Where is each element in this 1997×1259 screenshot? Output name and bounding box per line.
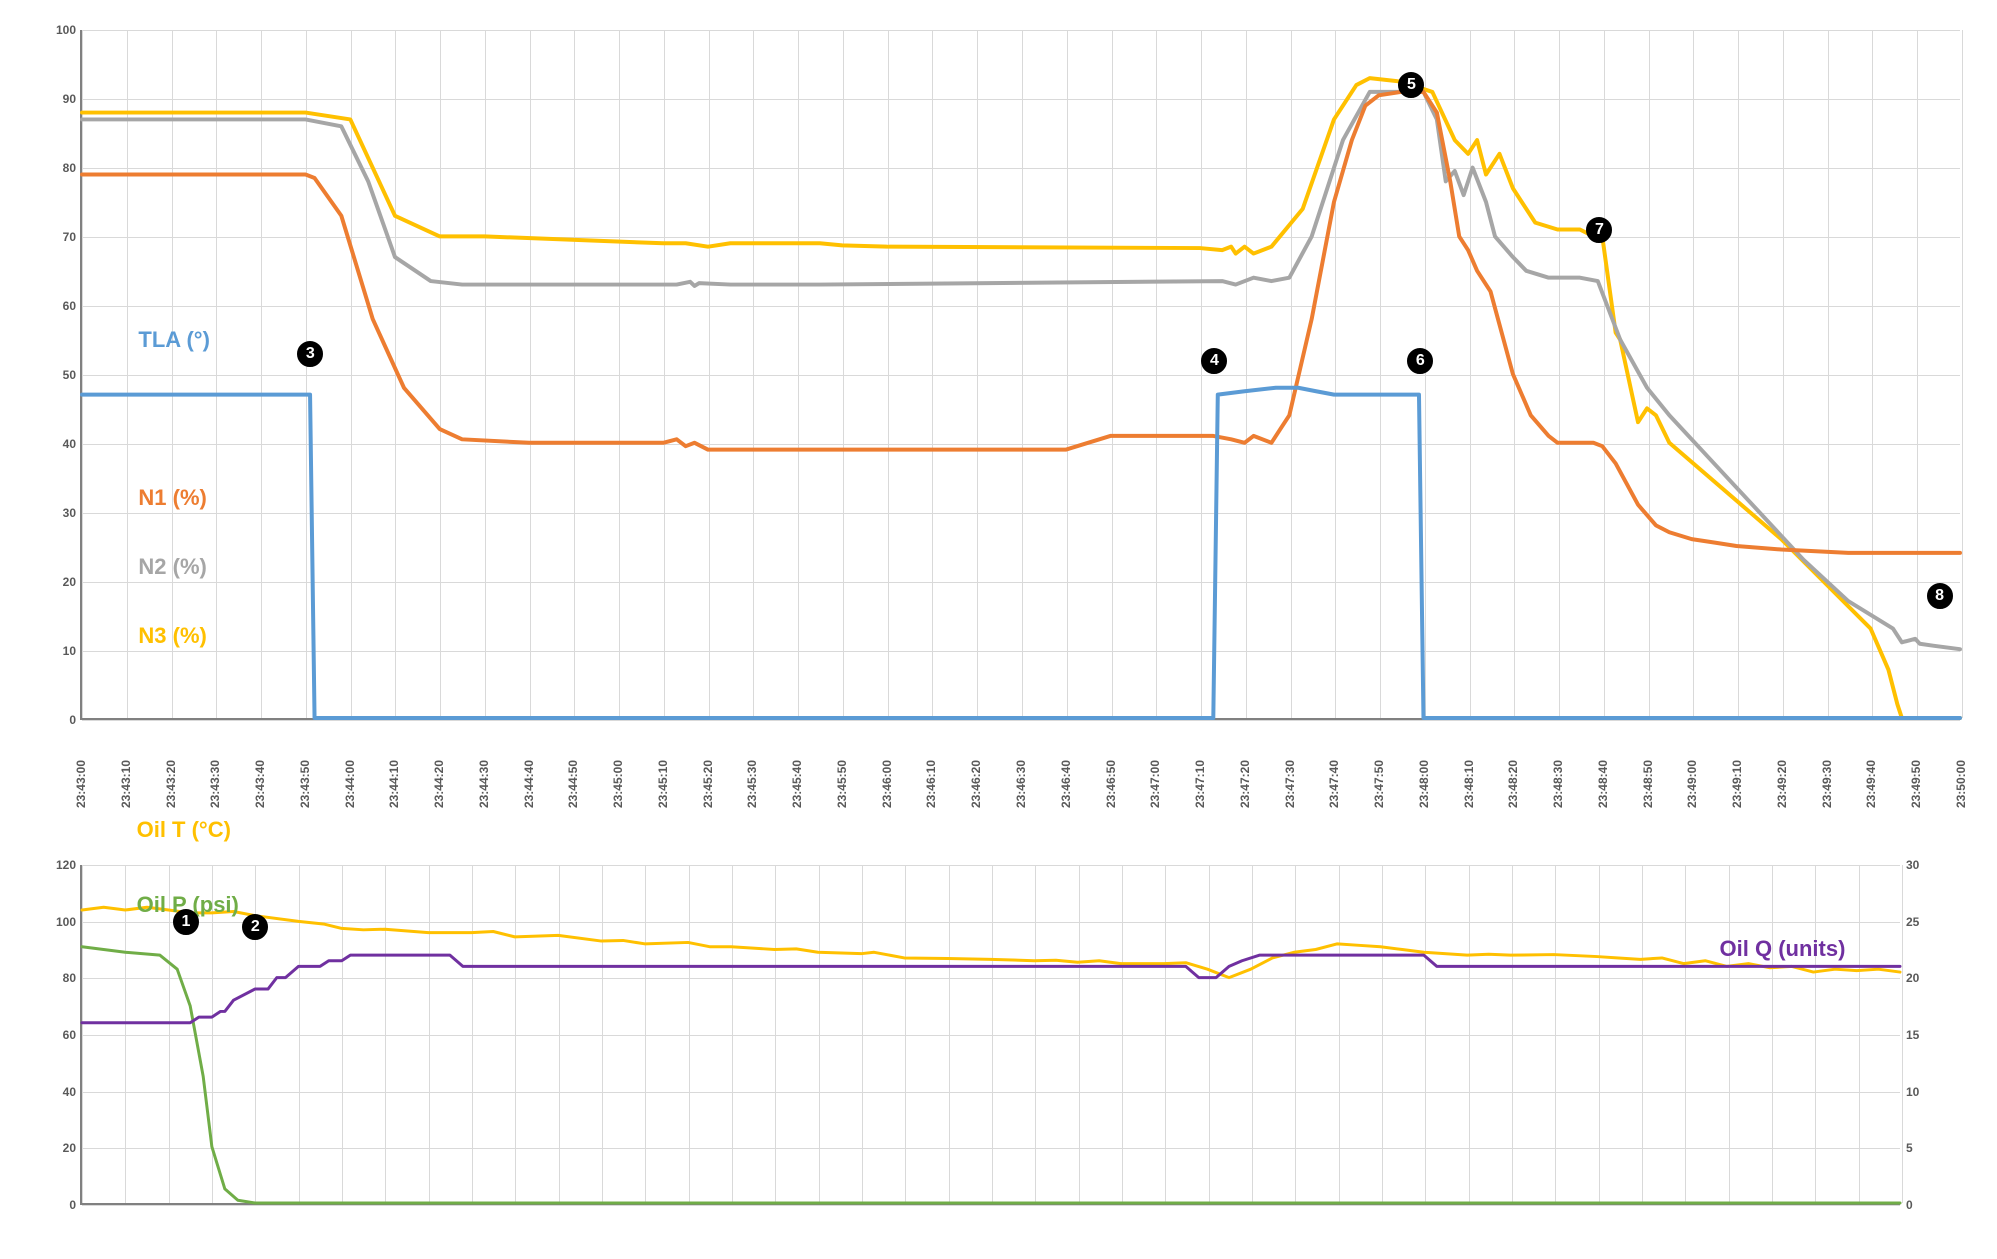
x-tick-label: 23:48:50 [1639,760,1655,808]
y-tick-label: 10 [63,644,82,658]
x-tick-label: 23:47:30 [1281,760,1297,808]
lower-chart: 020406080100120051015202530Oil T (°C)Oil… [20,855,1977,1225]
y-tick-label: 20 [63,575,82,589]
x-tick-label: 23:47:50 [1370,760,1386,808]
x-tick-label: 23:46:30 [1012,760,1028,808]
series-label-N1: N1 (%) [138,485,206,511]
y-tick-label: 100 [56,23,82,37]
x-tick-label: 23:43:20 [162,760,178,808]
x-tick-label: 23:49:40 [1862,760,1878,808]
x-tick-label: 23:46:10 [922,760,938,808]
event-marker-8: 8 [1927,583,1953,609]
x-tick-label: 23:45:30 [743,760,759,808]
x-tick-label: 23:45:40 [788,760,804,808]
upper-chart: 0 10 20 30 40 50 60 70 80 90 100 N3 (%) N2 (%) N1 (%)… [20,20,1977,760]
series-label-OilT: Oil T (°C) [137,817,231,843]
x-tick-label: 23:44:20 [430,760,446,808]
y-tick-label: 40 [63,437,82,451]
x-tick-label: 23:44:00 [341,760,357,808]
x-tick-label: 23:49:00 [1683,760,1699,808]
y-tick-label: 70 [63,230,82,244]
x-tick-label: 23:48:20 [1504,760,1520,808]
x-tick-label: 23:48:00 [1415,760,1431,808]
event-marker-7: 7 [1586,217,1612,243]
y-tick-label: 30 [63,506,82,520]
y-tick-label: 50 [63,368,82,382]
x-tick-label: 23:49:10 [1728,760,1744,808]
x-tick-label: 23:47:40 [1325,760,1341,808]
x-tick-label: 23:43:50 [296,760,312,808]
series-label-N3: N3 (%) [138,623,206,649]
x-tick-label: 23:44:40 [520,760,536,808]
series-OilP [82,947,1900,1203]
x-tick-label: 23:49:30 [1818,760,1834,808]
x-tick-label: 23:47:00 [1146,760,1162,808]
x-tick-label: 23:48:10 [1460,760,1476,808]
x-tick-label: 23:50:00 [1952,760,1968,808]
x-tick-label: 23:43:10 [117,760,133,808]
event-marker-4: 4 [1201,348,1227,374]
y-tick-label: 100 [56,915,82,929]
y-tick-label: 120 [56,858,82,872]
x-tick-label: 23:44:30 [475,760,491,808]
event-marker-1: 1 [173,909,199,935]
x-tick-label: 23:45:20 [699,760,715,808]
x-tick-label: 23:45:00 [609,760,625,808]
x-tick-label: 23:44:10 [385,760,401,808]
x-tick-label: 23:44:50 [564,760,580,808]
y-tick-label: 0 [69,1198,82,1212]
series-TLA [82,388,1960,718]
x-tick-label: 23:43:30 [206,760,222,808]
x-axis-labels: 23:43:00 23:43:10 23:43:20 23:43:30 23:43:40… [20,760,1977,855]
x-tick-label: 23:48:40 [1594,760,1610,808]
series-N1 [82,92,1960,553]
x-tick-label: 23:47:20 [1236,760,1252,808]
x-tick-label: 23:46:40 [1057,760,1073,808]
series-label-OilQ: Oil Q (units) [1720,936,1846,962]
x-tick-label: 23:48:30 [1549,760,1565,808]
x-tick-label: 23:45:50 [833,760,849,808]
event-marker-6: 6 [1407,348,1433,374]
event-marker-5: 5 [1398,72,1424,98]
upper-plot-area: 0102030405060708090100N3 (%)N2 (%)N1 (%)… [80,30,1960,720]
x-tick-label: 23:46:00 [878,760,894,808]
y-tick-label: 80 [63,161,82,175]
x-tick-label: 23:46:20 [967,760,983,808]
lower-plot-area: 020406080100120051015202530Oil T (°C)Oil… [80,865,1900,1205]
x-tick-label: 23:43:40 [251,760,267,808]
x-tick-label: 23:49:20 [1773,760,1789,808]
y-tick-label: 60 [63,1028,82,1042]
event-marker-3: 3 [297,341,323,367]
y-tick-label: 40 [63,1085,82,1099]
y-tick-label: 80 [63,971,82,985]
event-marker-2: 2 [242,914,268,940]
chart-container: 0102030405060708090100N3 (%)N2 (%)N1 (%)… [20,20,1977,1225]
y-tick-label: 20 [63,1141,82,1155]
series-OilQ [82,955,1900,1023]
x-tick-label: 23:43:00 [72,760,88,808]
y-tick-label: 90 [63,92,82,106]
y-tick-label: 60 [63,299,82,313]
x-tick-label: 23:46:50 [1102,760,1118,808]
series-label-TLA: TLA (°) [138,327,210,353]
series-N2 [82,92,1960,649]
series-label-N2: N2 (%) [138,554,206,580]
y-tick-label: 0 [69,713,82,727]
x-tick-label: 23:45:10 [654,760,670,808]
x-tick-label: 23:49:50 [1907,760,1923,808]
x-tick-label: 23:47:10 [1191,760,1207,808]
